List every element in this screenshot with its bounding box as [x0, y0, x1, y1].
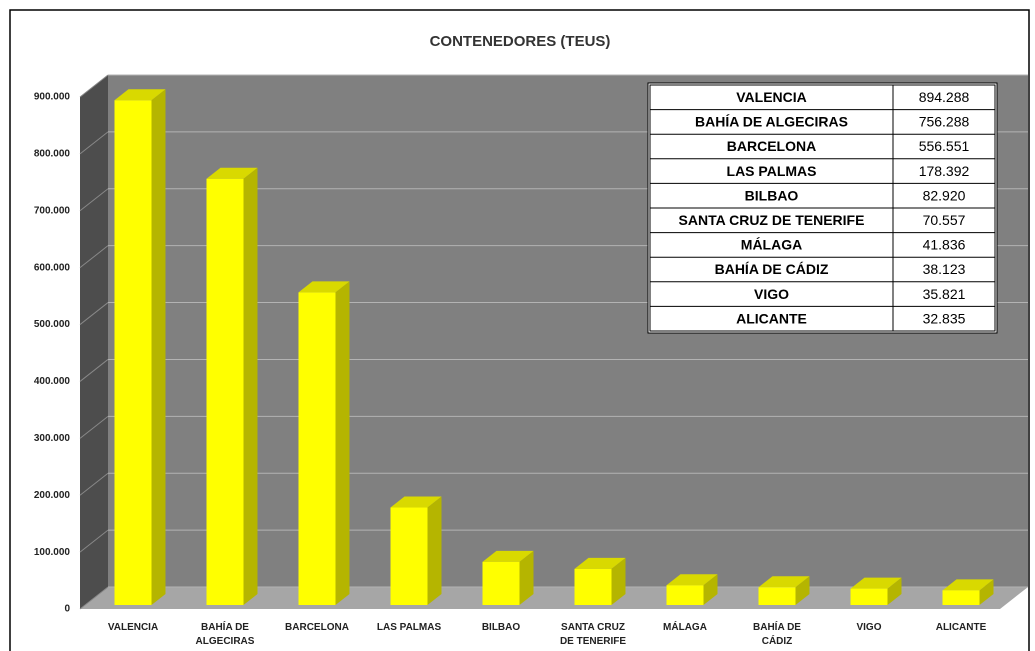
y-tick-label: 800.000	[34, 149, 71, 160]
grid-line-side	[79, 302, 109, 325]
bar	[574, 568, 612, 605]
y-tick-label: 700.000	[34, 205, 71, 216]
data-table: VALENCIA 894.288 BAHÍA DE ALGECIRAS 756.288…	[647, 82, 998, 334]
bar-top	[758, 576, 810, 588]
bar-top	[298, 281, 350, 293]
bar-side	[979, 579, 994, 605]
x-tick-label: LAS PALMAS	[377, 622, 442, 633]
bar-side	[151, 89, 166, 605]
table-name: BARCELONA	[727, 138, 816, 154]
table-value: 756.288	[919, 114, 970, 130]
bar	[482, 561, 520, 605]
bar	[390, 507, 428, 605]
y-tick-label: 400.000	[34, 376, 71, 387]
bar-top	[666, 574, 718, 586]
x-tick-label: ALICANTE	[936, 622, 987, 633]
bar-side	[611, 557, 626, 605]
bars	[114, 89, 994, 605]
table-value: 82.920	[923, 187, 966, 203]
chart-title: CONTENEDORES (TEUS)	[430, 33, 611, 50]
grid-line-side	[79, 415, 109, 439]
bar-side	[243, 167, 258, 605]
bar	[666, 585, 704, 605]
bar-top	[482, 550, 534, 562]
table-name: ALICANTE	[736, 310, 807, 326]
table-value: 41.836	[923, 237, 966, 253]
table-name: MÁLAGA	[741, 237, 802, 253]
table-name: BAHÍA DE CÁDIZ	[715, 261, 829, 277]
bar-side	[887, 577, 902, 605]
labels: 0 100.000 200.000 300.000 400.000 500.000 600.…	[34, 92, 987, 647]
x-tick-label: BAHÍA DE ALGECIRAS	[196, 620, 255, 647]
bar	[942, 590, 980, 605]
y-tick-label: 0	[64, 604, 70, 615]
bar-side	[427, 496, 442, 605]
y-tick-label: 200.000	[34, 490, 71, 501]
bar	[206, 178, 244, 605]
bar-side	[703, 574, 718, 605]
bar-side	[519, 550, 534, 605]
bar-top	[942, 579, 994, 591]
table-value: 35.821	[923, 286, 966, 302]
table-value: 38.123	[923, 261, 966, 277]
x-tick-label: BAHÍA DE CÁDIZ	[753, 620, 801, 647]
bar	[114, 100, 152, 605]
x-tick-label: MÁLAGA	[663, 620, 707, 633]
table-value: 556.551	[919, 138, 970, 154]
bar-top	[114, 89, 166, 101]
y-tick-label: 600.000	[34, 262, 71, 273]
x-tick-label: VALENCIA	[108, 622, 158, 633]
grid-line-side	[79, 188, 109, 212]
y-tick-label: 100.000	[34, 547, 71, 558]
table-value: 70.557	[923, 212, 966, 228]
bar-top	[850, 577, 902, 589]
grid-line-side	[79, 586, 109, 610]
table-value: 178.392	[919, 163, 970, 179]
bar-side	[795, 576, 810, 605]
grid-line-side	[79, 359, 109, 382]
side-wall	[80, 75, 108, 609]
bar-top	[206, 167, 258, 179]
x-tick-label: BILBAO	[482, 622, 521, 633]
bar-side	[335, 281, 350, 605]
grid-line-side	[79, 131, 109, 155]
bar	[850, 588, 888, 605]
y-tick-label: 300.000	[34, 433, 71, 444]
table-name: BILBAO	[745, 187, 799, 203]
table-name: VIGO	[754, 286, 789, 302]
grid-line-side	[79, 245, 109, 269]
x-tick-label: BARCELONA	[285, 622, 349, 633]
table-name: VALENCIA	[736, 89, 807, 105]
table-name: BAHÍA DE ALGECIRAS	[695, 114, 848, 130]
table-value: 894.288	[919, 89, 970, 105]
bar-top	[390, 496, 442, 508]
y-tick-label: 500.000	[34, 319, 71, 330]
y-tick-label: 900.000	[34, 92, 71, 103]
table-name: SANTA CRUZ DE TENERIFE	[679, 212, 865, 228]
x-tick-label: VIGO	[856, 622, 881, 633]
grid-line-side	[79, 74, 109, 98]
bar-top	[574, 557, 626, 569]
bar	[758, 587, 796, 605]
x-tick-label: SANTA CRUZ DE TENERIFE	[560, 622, 626, 647]
table-value: 32.835	[923, 310, 966, 326]
grid-line-side	[79, 529, 109, 553]
table-name: LAS PALMAS	[727, 163, 817, 179]
bar	[298, 292, 336, 605]
grid-line-side	[79, 472, 109, 496]
